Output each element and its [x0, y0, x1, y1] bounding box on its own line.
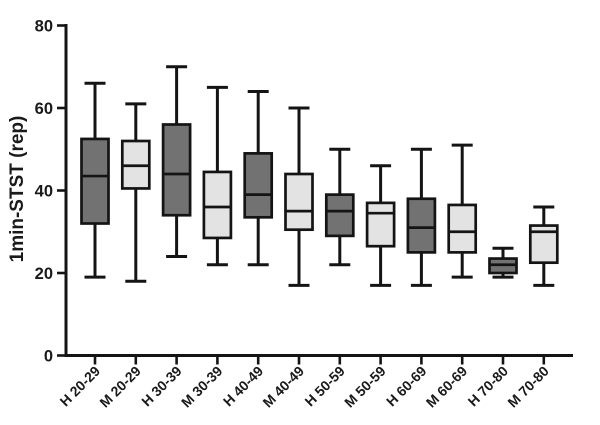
box-M-60-69 [447, 203, 478, 254]
y-tick-label: 60 [35, 100, 53, 118]
box-H-30-39 [161, 123, 192, 217]
box-H-20-29 [80, 137, 110, 225]
x-tick-label: H 70-80 [465, 363, 512, 410]
x-tick-label: H 50-59 [301, 363, 348, 410]
y-axis-title: 1min-STST (rep) [7, 115, 28, 263]
x-tick-label: M 20-29 [96, 363, 144, 411]
x-tick-label: M 30-39 [178, 363, 226, 411]
x-tick-label: H 40-49 [220, 363, 267, 410]
box-H-40-49 [243, 152, 274, 219]
x-tick-label: M 60-69 [423, 363, 471, 411]
x-tick-label: M 40-49 [259, 363, 307, 411]
x-tick-label: M 70-80 [504, 363, 552, 411]
box-M-50-59 [365, 201, 396, 248]
box-H-60-69 [406, 197, 437, 254]
box-M-30-39 [202, 170, 233, 240]
x-tick-label: H 20-29 [57, 363, 104, 410]
y-tick-label: 0 [44, 347, 53, 365]
x-tick-label: H 60-69 [383, 363, 430, 410]
box-H-50-59 [324, 193, 355, 238]
y-tick-label: 20 [35, 265, 53, 283]
x-tick-label: H 30-39 [138, 363, 185, 410]
x-tick-label: M 50-59 [341, 363, 389, 411]
y-tick-label: 80 [35, 17, 53, 35]
box-M-40-49 [284, 172, 314, 232]
y-tick-label: 40 [35, 182, 53, 200]
